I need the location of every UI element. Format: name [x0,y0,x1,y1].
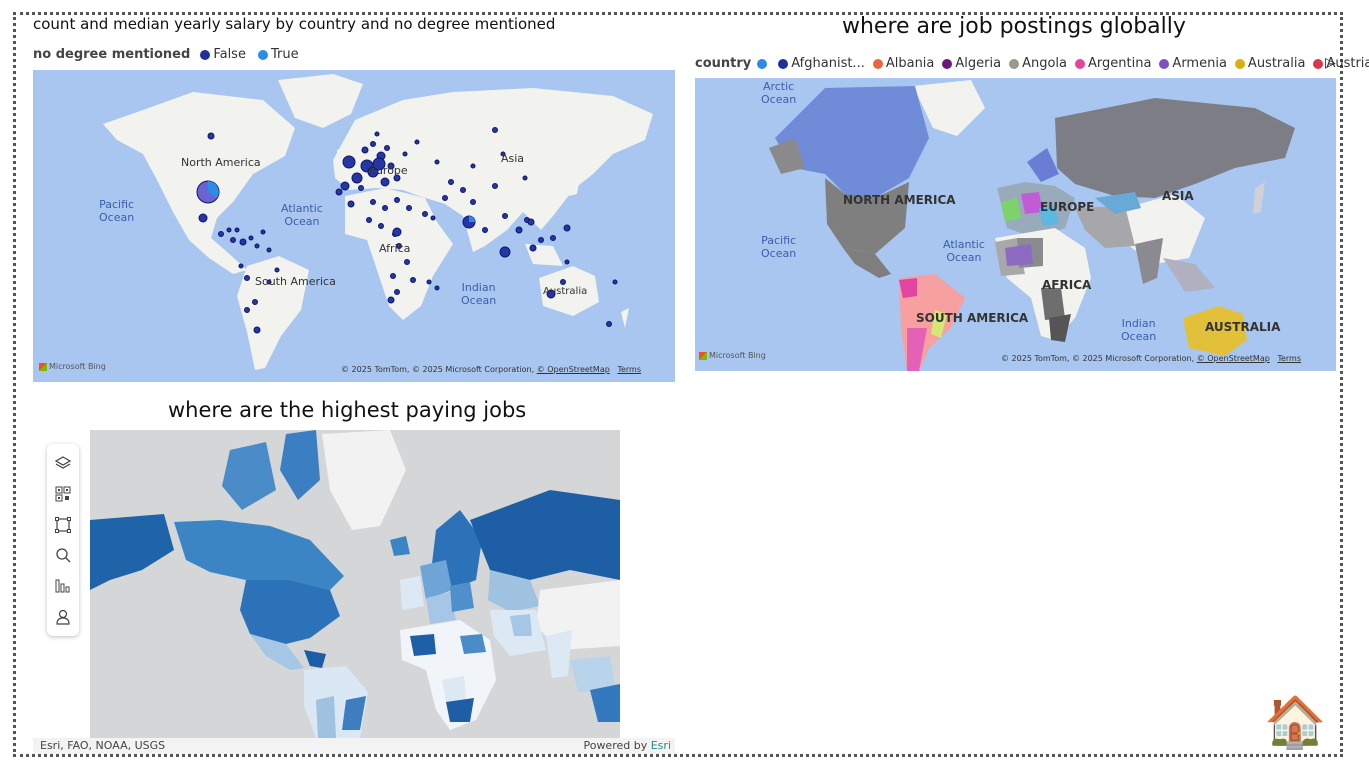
legend-swatch [200,49,211,60]
map1-label-pacific: Pacific Ocean [99,198,135,224]
map2-label-atlantic: Atlantic Ocean [943,238,985,264]
qr-select-icon[interactable] [53,484,73,504]
legend-swatch [1075,58,1085,69]
map2-legend-item[interactable]: Afghanist... [778,56,865,71]
legend-swatch [872,58,883,69]
map3-attribution: Esri, FAO, NOAA, USGS [40,739,166,752]
map1-bing-logo: Microsoft Bing [39,362,106,371]
map2-legend-item[interactable]: Argentina [1075,56,1151,71]
map1-legend-label: no degree mentioned [33,47,191,62]
legend-swatch [757,58,768,69]
map3-choropleth-map[interactable] [90,430,620,738]
map2-legend-item[interactable]: Angola [1009,56,1067,71]
legend-swatch [1313,58,1324,69]
powered-by-esri[interactable]: Powered by Esri [583,739,671,752]
legend-swatch [1159,58,1170,69]
map2-land [695,78,1336,371]
map2-attribution: © 2025 TomTom, © 2025 Microsoft Corporat… [1001,354,1302,363]
legend-swatch [942,58,953,69]
map2-legend: country Afghanist... Albania Algeria Ang… [695,56,1369,71]
map1-legend-item-false[interactable]: False [200,47,246,62]
chart-bars-icon[interactable] [53,576,73,596]
map2-label-asia: ASIA [1162,189,1194,203]
map1-title: count and median yearly salary by countr… [33,15,556,33]
person-icon[interactable] [53,607,73,627]
map1-label-australia: Australia [543,286,588,297]
legend-swatch [1009,58,1020,69]
legend-swatch [1234,58,1245,69]
map2-title: where are job postings globally [842,14,1186,39]
map2-legend-item[interactable]: Algeria [942,56,1001,71]
legend-swatch [257,49,268,60]
legend-next-arrow-icon[interactable]: ▷ [1325,55,1336,71]
legend-swatch [778,58,789,69]
map1-label-north-america: North America [181,156,261,169]
map1-osm-link[interactable]: © OpenStreetMap [536,365,610,374]
map1-label-indian: Indian Ocean [461,281,497,307]
map2-filled-map[interactable]: Arctic Ocean NORTH AMERICA EUROPE ASIA A… [695,78,1336,371]
search-icon[interactable] [53,545,73,565]
map1-legend-item-true[interactable]: True [257,47,299,62]
map2-legend-label: country [695,56,752,71]
map1-label-europe: Europe [369,164,408,177]
map2-label-europe: EUROPE [1040,200,1095,214]
report-page-frame [13,12,1343,757]
map2-legend-item[interactable]: Austria [1313,56,1369,71]
map3-title: where are the highest paying jobs [168,398,527,422]
map1-label-south-america: South America [255,275,336,288]
map1-terms-link[interactable]: Terms [617,365,642,374]
map1-label-asia: Asia [501,152,525,165]
map2-bing-logo: Microsoft Bing [699,351,766,360]
layers-icon[interactable] [53,453,73,473]
map2-label-africa: AFRICA [1042,278,1092,292]
map2-osm-link[interactable]: © OpenStreetMap [1196,354,1270,363]
map2-label-australia: AUSTRALIA [1205,320,1281,334]
rect-select-icon[interactable] [53,515,73,535]
map2-label-north-america: NORTH AMERICA [843,193,956,207]
map2-label-arctic: Arctic Ocean [761,80,797,106]
map1-label-africa: Africa [379,242,411,255]
map1-label-atlantic: Atlantic Ocean [281,202,323,228]
map2-legend-item[interactable]: Australia [1234,56,1305,71]
map1-legend: no degree mentioned False True [33,47,305,62]
home-button[interactable]: 🏠 [1264,693,1327,751]
map2-label-south-america: SOUTH AMERICA [916,311,1029,325]
map3-toolbar [47,444,79,636]
map1-bubble-map[interactable]: North America Europe Asia Africa South A… [33,70,675,382]
map3-land [90,430,620,738]
map1-attribution: © 2025 TomTom, © 2025 Microsoft Corporat… [341,365,642,374]
map2-label-indian: Indian Ocean [1121,317,1157,343]
map2-label-pacific: Pacific Ocean [761,234,797,260]
map2-legend-item[interactable]: Albania [872,56,934,71]
map2-terms-link[interactable]: Terms [1277,354,1302,363]
map2-legend-item[interactable] [757,58,770,69]
map2-legend-item[interactable]: Armenia [1159,56,1227,71]
map1-land [33,70,675,382]
map3-attribution-bar: Esri, FAO, NOAA, USGS Powered by Esri [33,738,675,754]
